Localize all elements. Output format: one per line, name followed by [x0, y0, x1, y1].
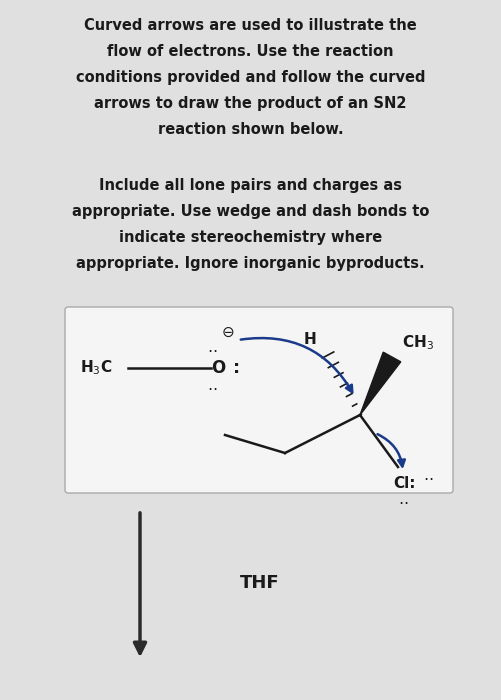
Text: CH$_3$: CH$_3$ — [402, 334, 434, 352]
Text: ‥: ‥ — [398, 491, 408, 507]
FancyBboxPatch shape — [65, 307, 453, 493]
Text: :: : — [233, 359, 240, 377]
Polygon shape — [360, 352, 401, 415]
Text: THF: THF — [240, 574, 280, 592]
Text: conditions provided and follow the curved: conditions provided and follow the curve… — [76, 70, 425, 85]
Text: appropriate. Use wedge and dash bonds to: appropriate. Use wedge and dash bonds to — [72, 204, 429, 219]
Text: arrows to draw the product of an SN2: arrows to draw the product of an SN2 — [94, 96, 407, 111]
Text: Curved arrows are used to illustrate the: Curved arrows are used to illustrate the — [84, 18, 417, 33]
Text: Cl:: Cl: — [393, 475, 415, 491]
Text: appropriate. Ignore inorganic byproducts.: appropriate. Ignore inorganic byproducts… — [76, 256, 425, 271]
Text: H: H — [304, 332, 316, 347]
Text: H$_3$C: H$_3$C — [80, 358, 112, 377]
Text: ‥: ‥ — [423, 468, 433, 482]
Text: ‥: ‥ — [207, 379, 217, 393]
Text: O: O — [211, 359, 225, 377]
Text: flow of electrons. Use the reaction: flow of electrons. Use the reaction — [107, 44, 394, 59]
Text: reaction shown below.: reaction shown below. — [158, 122, 343, 137]
Text: indicate stereochemistry where: indicate stereochemistry where — [119, 230, 382, 245]
Text: ‥: ‥ — [207, 340, 217, 356]
Text: Include all lone pairs and charges as: Include all lone pairs and charges as — [99, 178, 402, 193]
Text: ⊖: ⊖ — [221, 325, 234, 340]
